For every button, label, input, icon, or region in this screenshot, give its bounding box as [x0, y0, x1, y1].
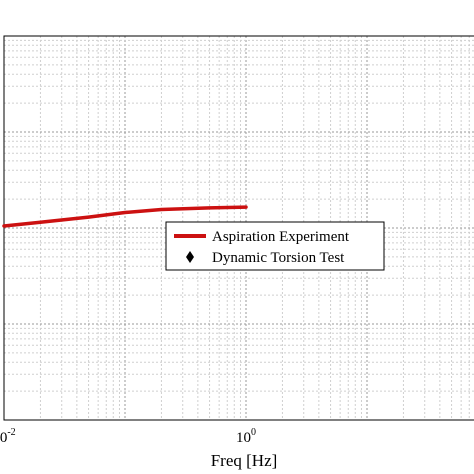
legend-label-torsion: Dynamic Torsion Test: [212, 250, 345, 266]
x-axis-ticks: 10-2100102104: [0, 427, 256, 446]
plot-frame: [3, 35, 474, 421]
series-layer: [2, 205, 248, 228]
x-tick-label: 100: [236, 427, 256, 446]
legend: Aspiration Experiment Dynamic Torsion Te…: [165, 221, 385, 271]
series-line-aspiration: [2, 205, 248, 228]
x-tick-label: 10-2: [0, 427, 16, 446]
legend-marker-torsion: [186, 251, 194, 263]
legend-label-aspiration: Aspiration Experiment: [212, 229, 350, 245]
x-axis-label: Freq [Hz]: [211, 451, 278, 470]
legend-box: [165, 221, 385, 271]
